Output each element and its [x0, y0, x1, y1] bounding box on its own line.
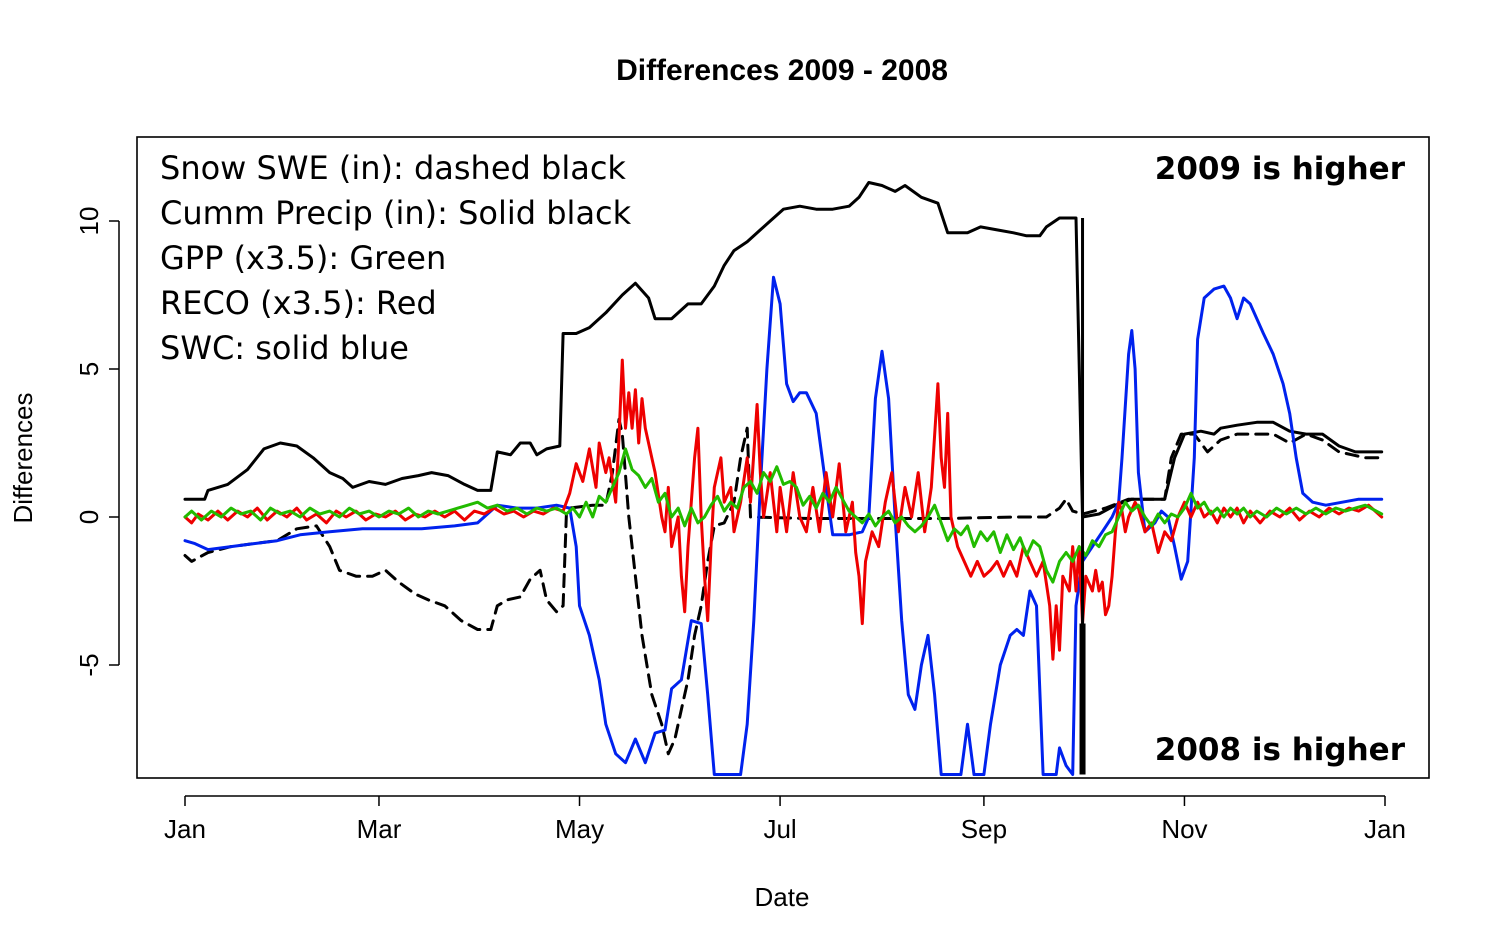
annotation-2009-higher: 2009 is higher: [1155, 151, 1406, 187]
series-line-gpp: [183, 447, 1384, 584]
chart-title: Differences 2009 - 2008: [616, 54, 948, 87]
plot-frame: [136, 136, 1430, 779]
series-layer: [183, 181, 1384, 776]
legend-note-gpp: GPP (x3.5): Green: [160, 239, 446, 277]
x-tick-label: Sep: [961, 814, 1007, 844]
y-tick-label: 5: [74, 362, 104, 376]
series-line-reco: [183, 358, 1384, 661]
x-tick-label: May: [555, 814, 604, 844]
series-line-swe: [183, 417, 1384, 756]
x-tick-label: Mar: [357, 814, 402, 844]
legend-note-swe: Snow SWE (in): dashed black: [160, 149, 626, 187]
legend-note-precip: Cumm Precip (in): Solid black: [160, 194, 632, 232]
legend-note-reco: RECO (x3.5): Red: [160, 284, 437, 322]
y-axis-label: Differences: [8, 392, 38, 523]
y-tick-label: 0: [74, 510, 104, 524]
y-tick-label: -5: [74, 653, 104, 676]
legend-note-swc: SWC: solid blue: [160, 329, 409, 367]
legend-notes: Snow SWE (in): dashed black Cumm Precip …: [160, 149, 632, 367]
y-axis: -5 0 5 10: [74, 207, 120, 677]
x-axis-label: Date: [755, 882, 810, 912]
y-tick-label: 10: [74, 207, 104, 236]
x-tick-label: Nov: [1161, 814, 1207, 844]
x-tick-label: Jul: [763, 814, 796, 844]
annotation-2008-higher: 2008 is higher: [1155, 732, 1406, 768]
x-tick-label: Jan: [164, 814, 206, 844]
series-line-precip: [183, 181, 1384, 519]
x-axis: Jan Mar May Jul Sep Nov Jan: [164, 795, 1406, 844]
x-tick-label: Jan: [1364, 814, 1406, 844]
